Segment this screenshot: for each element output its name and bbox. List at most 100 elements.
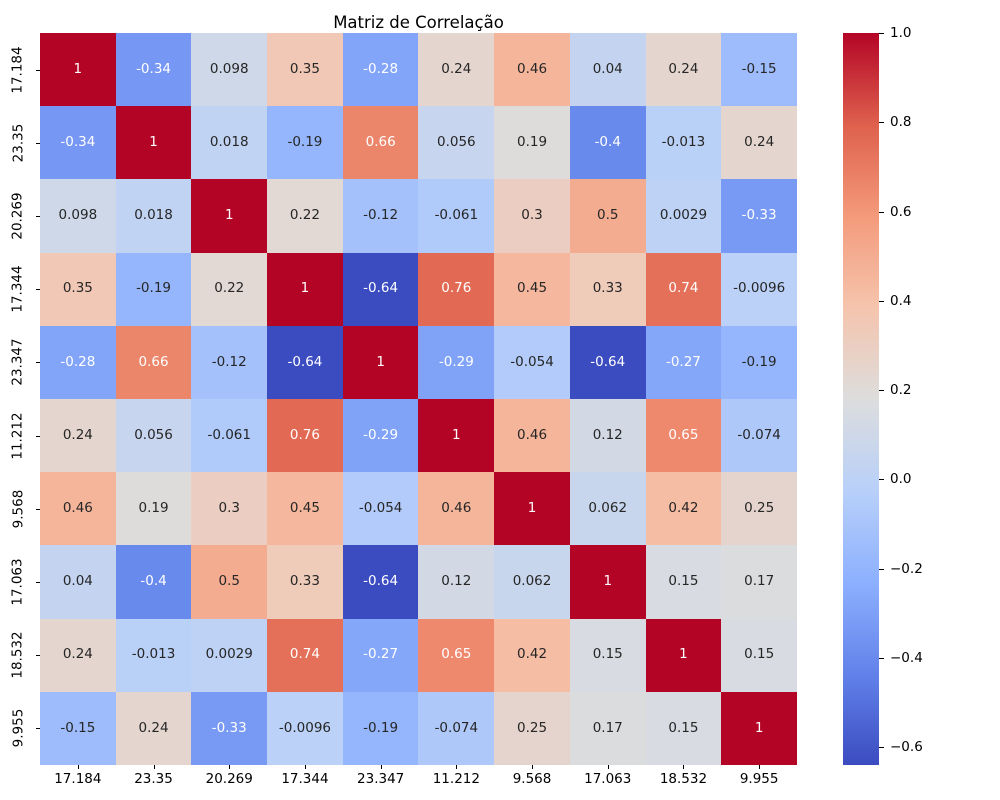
heatmap-cell: -0.013 [645, 106, 722, 180]
heatmap-cell: 0.062 [494, 545, 570, 619]
heatmap-cell: 0.018 [191, 106, 268, 180]
heatmap-cell: 1 [418, 398, 495, 473]
x-tick-label: 17.344 [281, 771, 329, 787]
y-tick-label: 17.344 [4, 253, 32, 326]
y-tick-mark [36, 69, 40, 71]
y-tick-label: 9.955 [4, 692, 32, 765]
heatmap-cell: 0.25 [494, 691, 570, 765]
colorbar-tick-label: 1.0 [890, 25, 912, 41]
heatmap-cell: -0.19 [721, 325, 797, 399]
x-tick-label: 17.184 [54, 771, 102, 787]
heatmap-cell: 0.35 [40, 252, 116, 326]
colorbar-tick-mark [879, 479, 884, 481]
colorbar-gradient [843, 33, 879, 765]
x-tick-mark [229, 765, 231, 769]
y-tick-label-text: 18.532 [10, 631, 26, 679]
heatmap-cell: -0.19 [267, 106, 343, 180]
colorbar-tick-mark [879, 33, 884, 34]
heatmap-cell: 0.3 [191, 472, 268, 546]
colorbar-tick-mark [879, 211, 884, 213]
heatmap-cell: -0.12 [342, 179, 419, 253]
heatmap-cell: 0.66 [115, 325, 192, 399]
heatmap-cell: -0.34 [40, 106, 116, 180]
heatmap-cell: 0.062 [569, 472, 646, 546]
heatmap-cell: 0.056 [115, 398, 192, 473]
y-tick-label-text: 9.955 [10, 709, 26, 748]
colorbar-tick-label: 0.0 [890, 471, 912, 488]
heatmap-cell: 0.15 [569, 618, 646, 692]
heatmap-cell: -0.27 [645, 325, 722, 399]
x-tick-mark [607, 765, 609, 769]
heatmap-cell: 0.74 [267, 618, 343, 692]
x-tick-mark [759, 765, 761, 769]
heatmap-cell: 1 [342, 325, 419, 399]
heatmap-cell: 0.24 [418, 33, 495, 107]
y-tick-label-text: 17.063 [10, 558, 26, 606]
y-tick-mark [36, 142, 40, 144]
colorbar-tick-label: −0.4 [890, 649, 923, 666]
y-tick-label: 20.269 [4, 179, 32, 252]
heatmap-cell: 0.24 [40, 618, 116, 692]
y-tick-mark [36, 655, 40, 657]
y-tick-mark [36, 289, 40, 291]
heatmap-cell: -0.27 [342, 618, 419, 692]
y-tick-label-text: 17.184 [10, 45, 26, 94]
heatmap-cell: 0.76 [418, 252, 495, 326]
heatmap-cell: 0.65 [418, 618, 495, 692]
y-tick-label-text: 23.347 [10, 338, 26, 387]
heatmap-cell: 0.5 [569, 179, 646, 253]
colorbar-tick-label: 0.6 [890, 203, 912, 220]
heatmap-cell: 0.65 [645, 398, 722, 473]
y-tick-mark [36, 508, 40, 510]
colorbar-tick-mark [879, 568, 884, 570]
y-tick-mark [36, 216, 40, 217]
x-tick-mark [380, 765, 382, 769]
y-tick-mark [36, 582, 40, 583]
colorbar-tick-label: −0.2 [890, 560, 923, 577]
heatmap-cell: 0.018 [115, 179, 192, 253]
heatmap-cell: -0.4 [569, 106, 646, 180]
heatmap-cell: -0.0096 [721, 252, 797, 326]
y-tick-label-text: 23.35 [10, 123, 26, 163]
heatmap-cell: 0.22 [267, 179, 343, 253]
x-tick-label: 9.955 [739, 771, 779, 787]
heatmap-cell: 0.45 [494, 252, 570, 326]
heatmap-cell: 0.056 [418, 106, 495, 180]
heatmap-cell: 1 [267, 252, 343, 326]
heatmap-cell: 0.46 [494, 398, 570, 473]
colorbar-tick-label: 0.4 [890, 292, 912, 309]
heatmap-cell: 0.24 [40, 398, 116, 473]
heatmap-cell: 0.42 [645, 472, 722, 546]
y-axis-labels: 17.184 23.35 20.269 17.344 23.347 11.212 9.568… [0, 33, 40, 765]
x-tick-mark [532, 765, 534, 769]
heatmap-cell: 1 [569, 545, 646, 619]
heatmap-cell: 0.0029 [191, 618, 268, 692]
heatmap-cell: 0.17 [721, 545, 797, 619]
heatmap-cell: -0.64 [342, 252, 419, 326]
y-tick-label: 18.532 [4, 619, 32, 692]
x-tick-label: 18.532 [659, 771, 708, 787]
heatmap-cell: -0.64 [342, 545, 419, 619]
heatmap-cell: -0.28 [40, 325, 116, 399]
x-tick-label: 17.063 [584, 771, 632, 787]
heatmap-cell: 0.04 [40, 545, 116, 619]
y-tick-label: 9.568 [4, 472, 32, 545]
heatmap-cell: 0.22 [191, 252, 268, 326]
heatmap-cell: -0.29 [418, 325, 495, 399]
x-tick-label: 9.568 [512, 771, 552, 787]
x-tick-label: 20.269 [205, 771, 253, 787]
heatmap-cell: 0.25 [721, 472, 797, 546]
heatmap-cell: 0.33 [569, 252, 646, 326]
heatmap-cell: 0.76 [267, 398, 343, 473]
x-tick-label: 23.347 [357, 771, 405, 787]
y-tick-label: 17.184 [4, 33, 32, 106]
colorbar-tick-mark [879, 657, 884, 659]
heatmap-cell: -0.4 [115, 545, 192, 619]
heatmap-cell: -0.061 [418, 179, 495, 253]
heatmap-cell: 0.46 [494, 33, 570, 107]
x-tick-mark [456, 765, 458, 769]
y-tick-mark [36, 435, 40, 437]
y-tick-label-text: 11.212 [10, 411, 26, 460]
heatmap-cell: 1 [721, 691, 797, 765]
heatmap-cell: 0.66 [342, 106, 419, 180]
